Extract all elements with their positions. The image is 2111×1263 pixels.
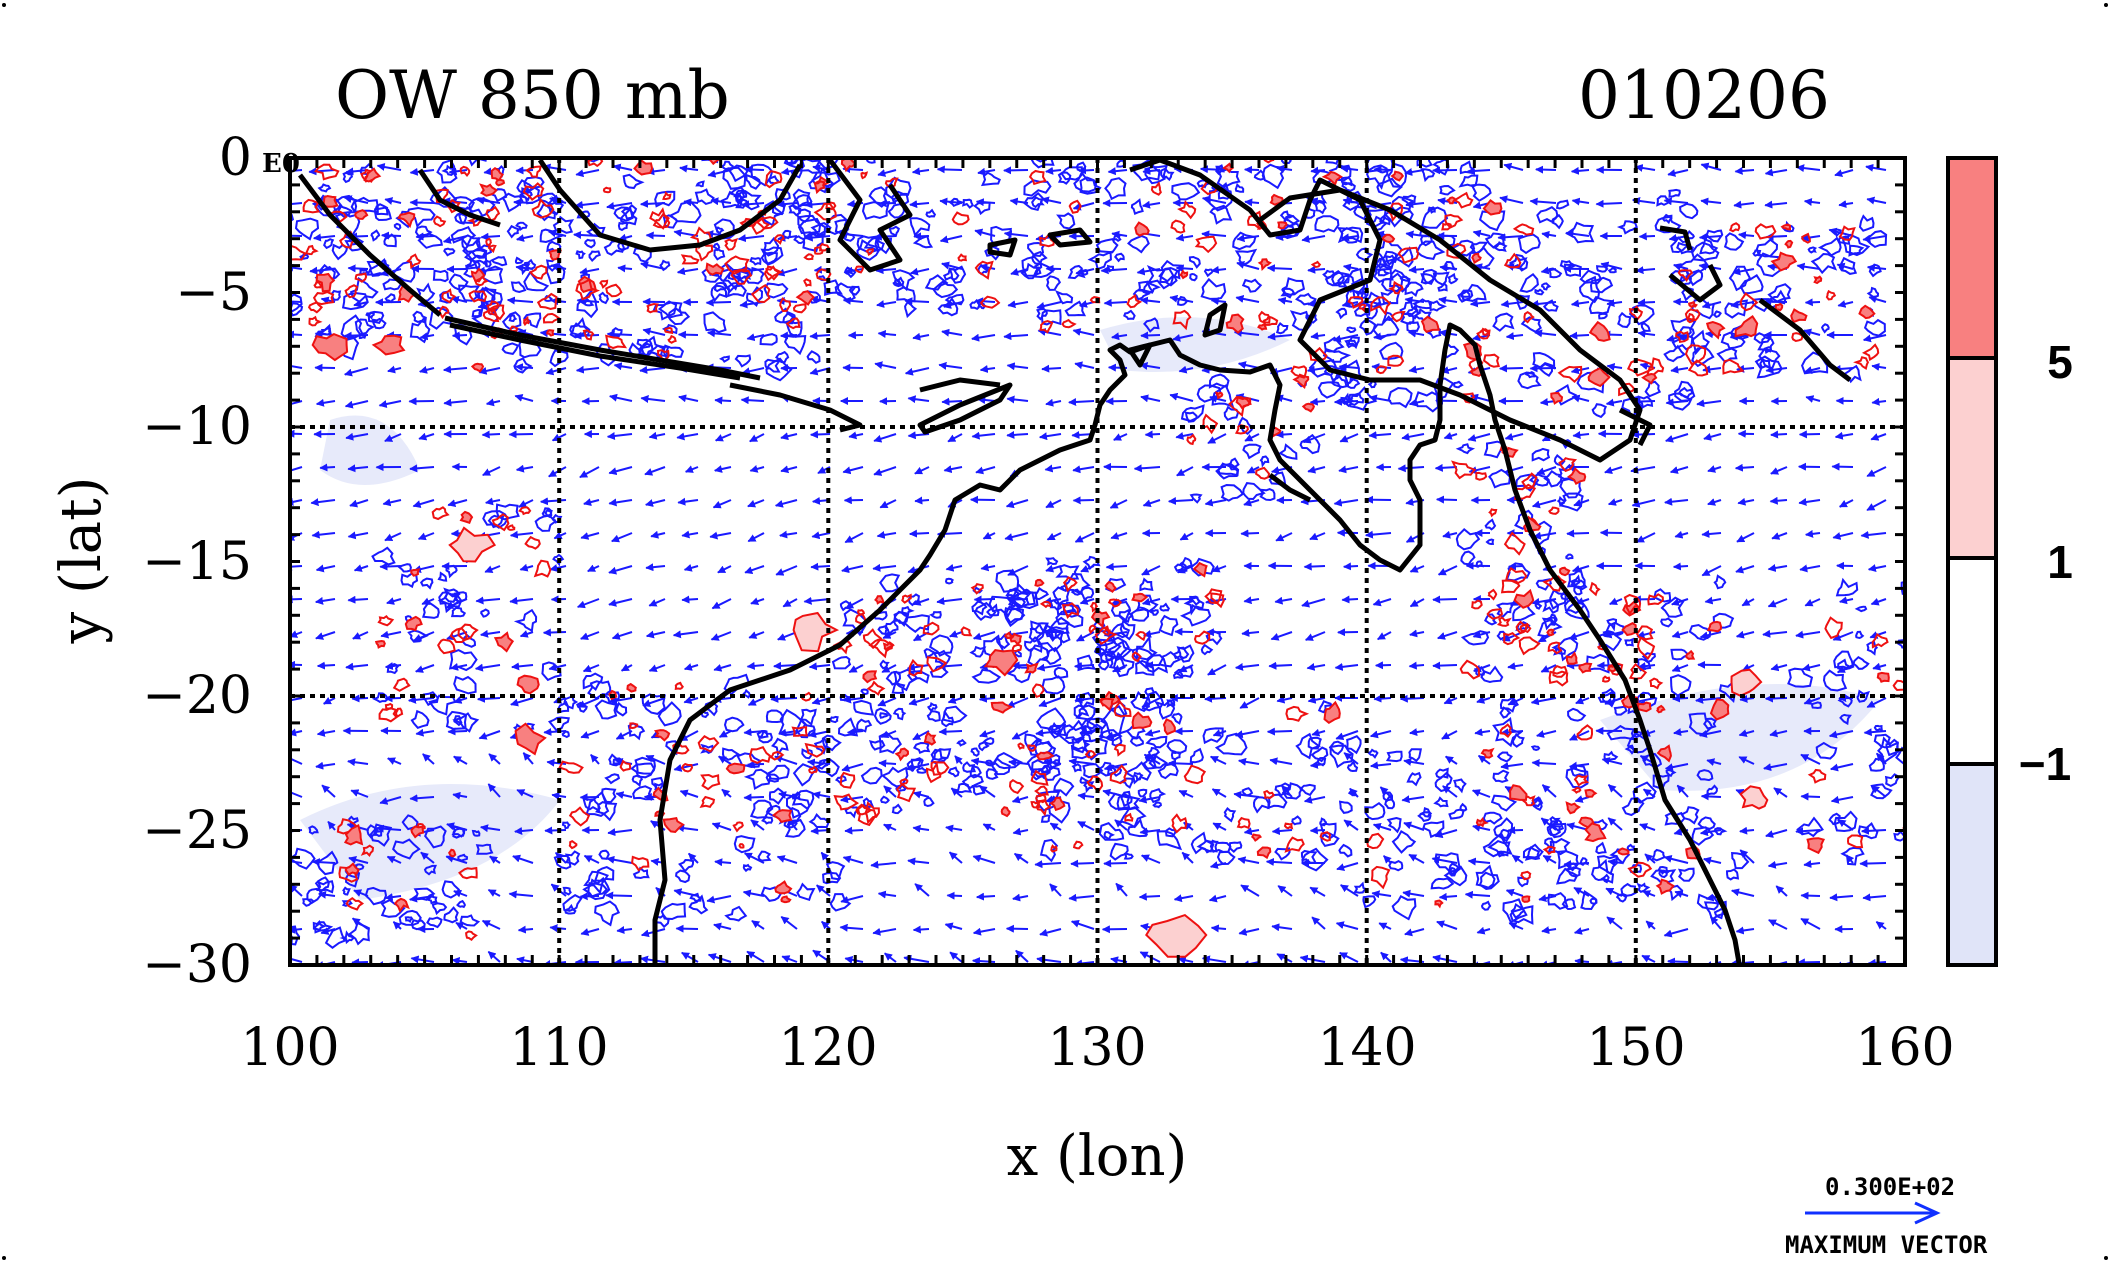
x-tick-150: 150 (1586, 1018, 1685, 1078)
colorbar-band-zero (1948, 558, 1996, 764)
y-tick-0: 0 (219, 128, 252, 188)
coast-sumatra (298, 173, 442, 317)
y-tick-minus10: −10 (142, 397, 252, 457)
y-tick-minus25: −25 (142, 801, 252, 861)
colorbar-frame (1946, 156, 1998, 967)
colorbar-band-neg (1948, 764, 1996, 965)
x-tick-100: 100 (240, 1018, 339, 1078)
y-axis-label: y (lat) (49, 477, 114, 645)
axis-minor-ticks (288, 156, 1907, 967)
coast-java (444, 315, 761, 381)
colorbar-label-neg1: −1 (2019, 738, 2071, 790)
y-tick-minus20: −20 (142, 666, 252, 726)
y-tick-minus30: −30 (142, 935, 252, 995)
coast-new-britain (1668, 263, 1723, 303)
colorbar-label-1: 1 (2047, 536, 2073, 588)
x-tick-120: 120 (778, 1018, 877, 1078)
vector-key: 0.300E+02 MAXIMUM VECTOR (1785, 1173, 1988, 1259)
x-tick-140: 140 (1317, 1018, 1416, 1078)
x-tick-160: 160 (1855, 1018, 1954, 1078)
corner-label: E0 (262, 149, 300, 179)
colorbar-band-high (1948, 158, 1996, 358)
coast-timor (917, 382, 1013, 435)
title-left: OW 850 mb (335, 57, 730, 134)
colorbar-label-5: 5 (2047, 336, 2073, 388)
x-axis-label: x (lon) (1007, 1124, 1188, 1189)
colorbar-band-mid (1948, 358, 1996, 558)
coast-sumatra-ne (417, 168, 501, 228)
coast-new-guinea (1129, 158, 1643, 463)
vector-key-magnitude: 0.300E+02 (1825, 1173, 1955, 1201)
map-plot-area: E0 (262, 149, 1907, 967)
y-tick-minus15: −15 (142, 532, 252, 592)
title-right: 010206 (1578, 57, 1830, 134)
colorbar: 5 1 −1 (1946, 156, 2073, 967)
x-axis-ticks: 100 110 120 130 140 150 160 (240, 1018, 1954, 1078)
map-gridlines (290, 158, 1905, 965)
coast-borneo (537, 158, 803, 253)
x-tick-110: 110 (509, 1018, 608, 1078)
y-axis-ticks: 0 −5 −10 −15 −20 −25 −30 (142, 128, 252, 995)
vector-key-caption: MAXIMUM VECTOR (1785, 1231, 1988, 1259)
y-tick-minus5: −5 (175, 263, 252, 323)
x-tick-130: 130 (1047, 1018, 1146, 1078)
coast-sulawesi (828, 158, 913, 273)
